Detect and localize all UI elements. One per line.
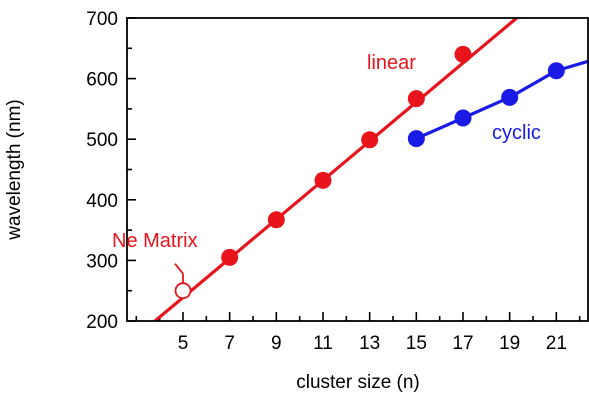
y-tick-label: 600: [86, 70, 118, 91]
x-tick-label: 17: [452, 333, 473, 354]
linear-data-point: [361, 131, 379, 149]
x-tick-label: 7: [224, 333, 235, 354]
cyclic-data-point: [547, 62, 565, 80]
x-tick-label: 11: [313, 333, 333, 354]
y-axis-title: wavelength (nm): [4, 99, 25, 240]
x-tick-label: 15: [406, 333, 427, 354]
y-tick-label: 400: [86, 191, 118, 212]
cyclic-data-point: [454, 109, 472, 127]
linear-data-point: [454, 45, 472, 63]
linear-data-point: [407, 90, 425, 108]
x-tick-label: 19: [499, 333, 520, 354]
ne-matrix-leader: [174, 263, 184, 275]
x-tick-label: 9: [271, 333, 282, 354]
plot-frame: [126, 17, 589, 322]
x-tick-label: 13: [359, 333, 380, 354]
y-tick-label: 300: [86, 251, 118, 272]
cyclic-data-point: [407, 130, 425, 148]
tick-labels: 5 7 9 11 13 15 17 19 21 200 300 400 500 600 700: [86, 9, 567, 354]
axis-ticks: [127, 17, 581, 322]
y-tick-label: 700: [86, 9, 118, 30]
x-tick-label: 5: [178, 333, 189, 354]
annotation-ne-matrix: Ne Matrix: [112, 230, 198, 252]
linear-data-point: [267, 211, 285, 229]
linear-data-point: [221, 248, 239, 266]
y-tick-label: 200: [86, 312, 118, 333]
cyclic-data-point: [501, 88, 519, 106]
y-tick-label: 500: [86, 130, 118, 151]
linear-data-point: [314, 171, 332, 189]
x-tick-label: 21: [546, 333, 567, 354]
series-label-cyclic: cyclic: [492, 122, 541, 144]
ne-matrix-point: [174, 282, 192, 300]
series-label-linear: linear: [367, 52, 416, 74]
x-axis-title: cluster size (n): [296, 372, 420, 393]
series-layer: [153, 18, 589, 321]
linear-fit-line: [153, 18, 520, 321]
